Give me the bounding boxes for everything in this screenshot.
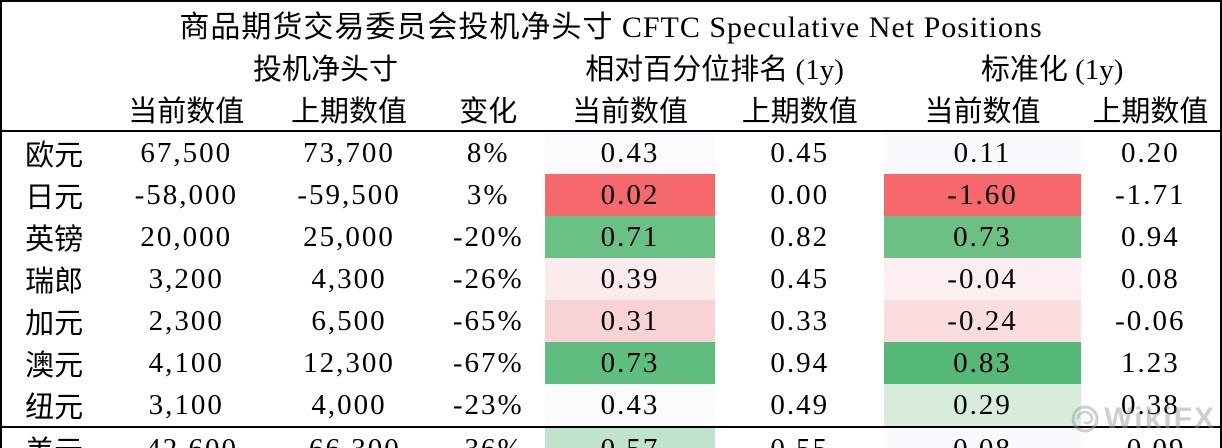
column-header-spacer: [1, 88, 107, 132]
pos-previous-cell: 12,300: [303, 346, 395, 379]
table-row-jpy: 日元 -58,000 -59,500 3% 0.02 0.00 -1.60 -1…: [1, 174, 1221, 216]
pos-previous-cell: 73,700: [303, 136, 395, 169]
currency-label: 加元: [25, 308, 84, 340]
table-row-usd: 美元 -42,600 -66,300 -36% 0.57 0.55 0.08 -…: [1, 426, 1221, 448]
currency-label: 瑞郎: [25, 266, 84, 298]
table-row-cad: 加元 2,300 6,500 -65% 0.31 0.33 -0.24 -0.0…: [1, 300, 1221, 342]
group-header-percentile: 相对百分位排名 (1y): [585, 54, 844, 86]
pct-previous-cell: 0.33: [770, 304, 830, 337]
table-row-nzd: 纽元 3,100 4,000 -23% 0.43 0.49 0.29 0.38: [1, 384, 1221, 427]
group-header-spacer: [1, 46, 106, 88]
currency-label: 纽元: [25, 392, 84, 424]
pos-current-cell: 2,300: [148, 304, 224, 337]
pos-previous-cell: 4,000: [311, 388, 387, 421]
currency-label: 日元: [25, 182, 84, 214]
pct-current-cell: 0.73: [544, 342, 716, 384]
pct-current-cell: 0.43: [544, 131, 716, 174]
std-current-cell: -0.04: [884, 258, 1081, 300]
table-row-aud: 澳元 4,100 12,300 -67% 0.73 0.94 0.83 1.23: [1, 342, 1221, 384]
change-cell: -65%: [452, 304, 524, 337]
pct-previous-cell: 0.00: [770, 178, 830, 211]
currency-label: 美元: [1, 426, 107, 448]
pct-previous-cell: 0.82: [770, 220, 830, 253]
change-cell: 8%: [466, 136, 510, 169]
currency-label: 欧元: [25, 140, 84, 172]
change-cell: -23%: [452, 388, 524, 421]
pos-previous-cell: -59,500: [297, 178, 401, 211]
change-cell: -26%: [452, 262, 524, 295]
column-header-pos-current: 当前数值: [106, 88, 267, 132]
std-previous-cell: 0.20: [1120, 136, 1180, 169]
change-cell: 3%: [466, 178, 510, 211]
table-row-gbp: 英镑 20,000 25,000 -20% 0.71 0.82 0.73 0.9…: [1, 216, 1221, 258]
column-header-change: 变化: [431, 88, 545, 132]
pct-current-cell: 0.57: [544, 426, 716, 448]
pos-current-cell: 67,500: [140, 136, 233, 169]
std-current-cell: -0.24: [884, 300, 1081, 342]
pos-current-cell: -42,600: [106, 426, 267, 448]
change-cell: -36%: [431, 426, 545, 448]
change-cell: -20%: [452, 220, 524, 253]
std-current-cell: 0.08: [884, 426, 1081, 448]
change-cell: -67%: [452, 346, 524, 379]
std-previous-cell: -0.06: [1115, 304, 1186, 337]
currency-label: 英镑: [25, 224, 84, 256]
currency-label: 澳元: [25, 350, 84, 382]
std-previous-cell: -1.71: [1115, 178, 1186, 211]
std-previous-cell: -0.09: [1080, 426, 1221, 448]
pos-current-cell: 3,200: [148, 262, 224, 295]
std-current-cell: -1.60: [884, 174, 1081, 216]
group-header-standardized: 标准化 (1y): [980, 54, 1124, 86]
table-row-eur: 欧元 67,500 73,700 8% 0.43 0.45 0.11 0.20: [1, 131, 1221, 174]
pct-previous-cell: 0.55: [715, 426, 885, 448]
pct-previous-cell: 0.49: [770, 388, 830, 421]
group-header-positions: 投机净头寸: [252, 54, 398, 86]
pct-previous-cell: 0.45: [770, 262, 830, 295]
pos-previous-cell: -66,300: [266, 426, 432, 448]
pct-current-cell: 0.02: [544, 174, 716, 216]
pct-previous-cell: 0.45: [770, 136, 830, 169]
std-previous-cell: 0.38: [1120, 388, 1180, 421]
column-header-std-previous: 上期数值: [1080, 88, 1221, 132]
column-header-pct-current: 当前数值: [544, 88, 716, 132]
std-previous-cell: 0.08: [1120, 262, 1180, 295]
column-header-std-current: 当前数值: [884, 88, 1081, 132]
pct-previous-cell: 0.94: [770, 346, 830, 379]
std-current-cell: 0.73: [884, 216, 1081, 258]
std-previous-cell: 1.23: [1120, 346, 1180, 379]
pos-previous-cell: 25,000: [303, 220, 395, 253]
std-previous-cell: 0.94: [1120, 220, 1180, 253]
pos-current-cell: 3,100: [148, 388, 224, 421]
pos-current-cell: 4,100: [148, 346, 224, 379]
std-current-cell: 0.83: [884, 342, 1081, 384]
column-header-pos-previous: 上期数值: [266, 88, 432, 132]
std-current-cell: 0.11: [884, 131, 1081, 174]
pos-previous-cell: 4,300: [311, 262, 387, 295]
pos-current-cell: 20,000: [140, 220, 233, 253]
pct-current-cell: 0.43: [544, 384, 716, 427]
table-row-chf: 瑞郎 3,200 4,300 -26% 0.39 0.45 -0.04 0.08: [1, 258, 1221, 300]
std-current-cell: 0.29: [884, 384, 1081, 427]
pos-previous-cell: 6,500: [311, 304, 387, 337]
table-title: 商品期货交易委员会投机净头寸 CFTC Speculative Net Posi…: [179, 11, 1043, 44]
pct-current-cell: 0.39: [544, 258, 716, 300]
column-header-pct-previous: 上期数值: [715, 88, 885, 132]
pct-current-cell: 0.71: [544, 216, 716, 258]
pos-current-cell: -58,000: [134, 178, 238, 211]
pct-current-cell: 0.31: [544, 300, 716, 342]
